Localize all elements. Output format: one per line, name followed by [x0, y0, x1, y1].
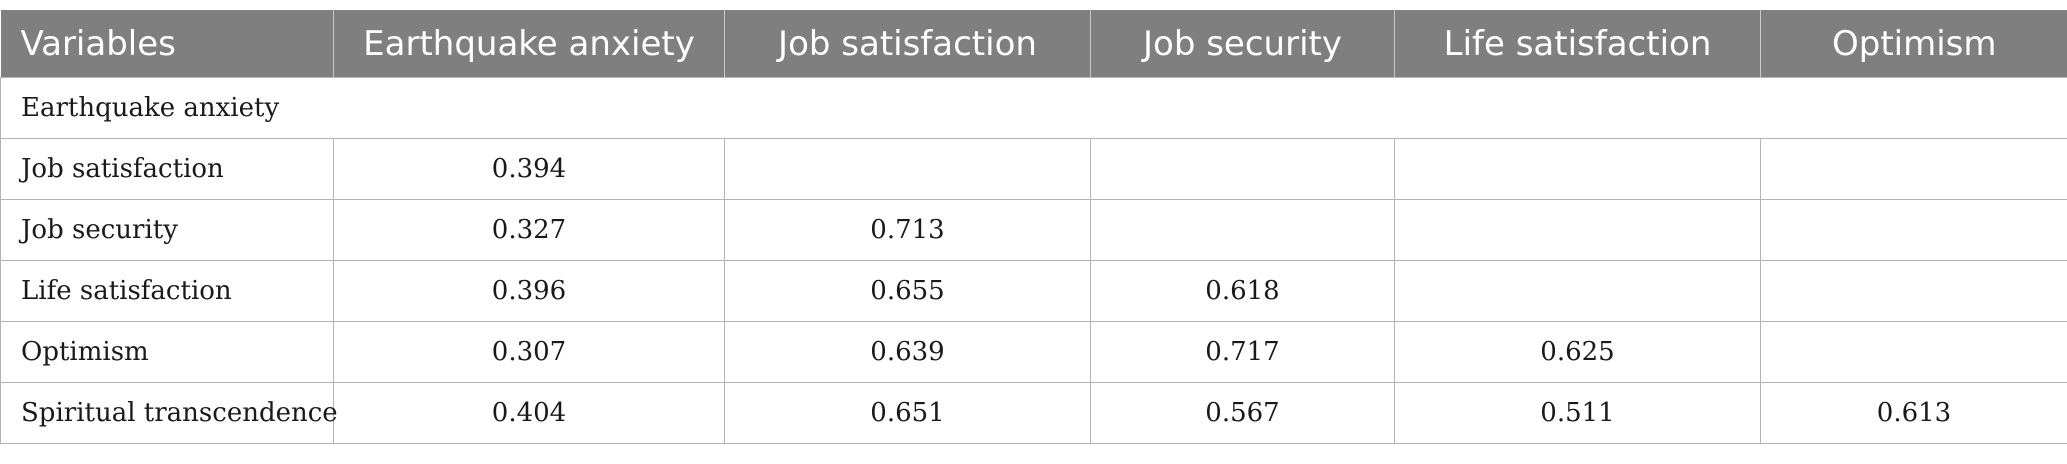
table-cell: 0.651: [724, 382, 1091, 444]
table-cell: 0.394: [333, 138, 725, 200]
header-variables: Variables: [0, 10, 334, 78]
table-cell: 0.655: [724, 260, 1091, 322]
row-label-spiritual-transcendence: Spiritual transcendence: [0, 382, 338, 444]
table-row: Job satisfaction 0.394: [0, 138, 2067, 200]
table-cell: 0.625: [1394, 321, 1761, 383]
header-job-security: Job security: [1090, 10, 1395, 78]
table-cell: 0.511: [1394, 382, 1761, 444]
table-cell: 0.396: [333, 260, 725, 322]
table-cell: [1090, 138, 1395, 200]
table-cell: 0.307: [333, 321, 725, 383]
table-header: Variables Earthquake anxiety Job satisfa…: [0, 10, 2067, 78]
row-label-job-satisfaction: Job satisfaction: [0, 138, 334, 200]
table-cell: 0.713: [724, 199, 1091, 261]
table-cell: [1394, 138, 1761, 200]
header-earthquake-anxiety: Earthquake anxiety: [333, 10, 725, 78]
table-cell: 0.404: [333, 382, 725, 444]
table-cell: [1760, 138, 2067, 200]
row-label-optimism: Optimism: [0, 321, 334, 383]
header-life-satisfaction: Life satisfaction: [1394, 10, 1761, 78]
table-cell: [724, 138, 1091, 200]
header-row: Variables Earthquake anxiety Job satisfa…: [0, 10, 2067, 78]
table-row: Earthquake anxiety: [0, 77, 2067, 139]
table-cell: [1394, 260, 1761, 322]
table-cell: 0.567: [1090, 382, 1395, 444]
table-row: Life satisfaction 0.396 0.655 0.618: [0, 260, 2067, 322]
header-job-satisfaction: Job satisfaction: [724, 10, 1091, 78]
table-cell: 0.618: [1090, 260, 1395, 322]
header-optimism: Optimism: [1760, 10, 2067, 78]
table-cell: [1760, 321, 2067, 383]
table-cell: 0.613: [1760, 382, 2067, 444]
table-cell: 0.327: [333, 199, 725, 261]
table-row: Job security 0.327 0.713: [0, 199, 2067, 261]
table-row: Spiritual transcendence 0.404 0.651 0.56…: [0, 382, 2067, 444]
row-label-life-satisfaction: Life satisfaction: [0, 260, 334, 322]
table-cell: [1090, 199, 1395, 261]
table-cell: [1394, 199, 1761, 261]
row-label-job-security: Job security: [0, 199, 334, 261]
table-cell: 0.639: [724, 321, 1091, 383]
table-row: Optimism 0.307 0.639 0.717 0.625: [0, 321, 2067, 383]
row-label-earthquake-anxiety: Earthquake anxiety: [0, 77, 2067, 139]
table-cell: [1760, 260, 2067, 322]
table-cell: 0.717: [1090, 321, 1395, 383]
table-cell: [1760, 199, 2067, 261]
correlation-table: Variables Earthquake anxiety Job satisfa…: [0, 10, 2067, 444]
table-body: Earthquake anxiety Job satisfaction 0.39…: [0, 77, 2067, 444]
correlation-table-container: Variables Earthquake anxiety Job satisfa…: [0, 10, 2067, 444]
